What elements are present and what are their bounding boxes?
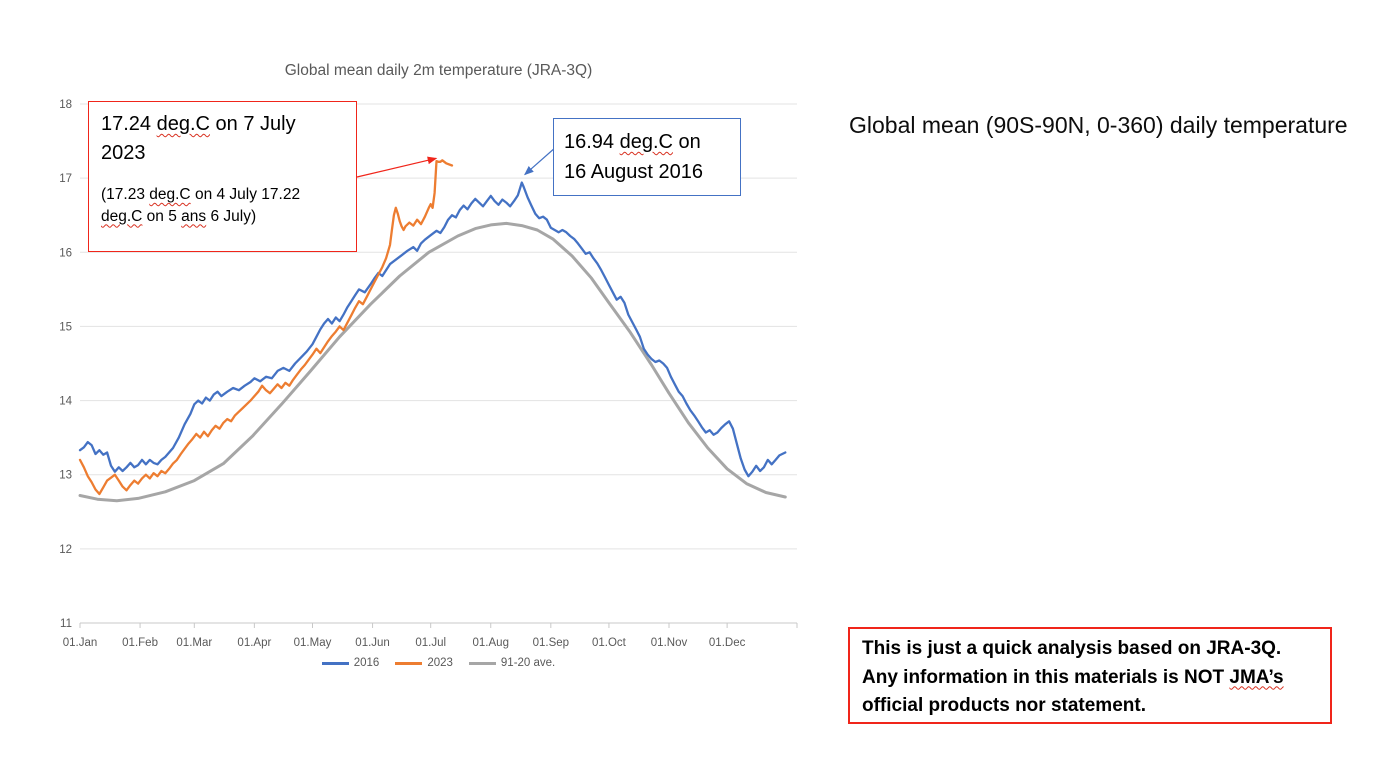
chart-legend: 2016 2023 91-20 ave. — [80, 657, 797, 669]
text-run: 2023 — [101, 142, 146, 164]
y-tick-label: 12 — [59, 544, 72, 556]
legend-label-2016: 2016 — [353, 657, 380, 669]
disclaimer-line3: official products nor statement. — [862, 692, 1318, 721]
legend-label-ave: 91-20 ave. — [500, 657, 556, 669]
x-tick-label: 01.Jan — [63, 637, 98, 649]
x-tick-label: 01.Oct — [592, 637, 627, 649]
annotation-2023-line1: 17.24 deg.C on 7 July — [101, 110, 344, 139]
chart-title: Global mean daily 2m temperature (JRA-3Q… — [284, 62, 593, 79]
legend-label-2023: 2023 — [427, 657, 453, 669]
legend-swatch-2016 — [321, 661, 349, 665]
x-tick-label: 01.Jun — [355, 637, 390, 649]
x-tick-label: 01.Jul — [415, 637, 446, 649]
series-line-91-20-ave- — [78, 221, 787, 503]
x-tick-label: 01.Nov — [651, 637, 688, 649]
text-run: on 4 July 17.22 — [190, 186, 301, 203]
y-tick-label: 18 — [59, 99, 72, 111]
x-tick-label: 01.Sep — [533, 637, 569, 649]
annotation-2023-peak-box: 17.24 deg.C on 7 July 2023 (17.23 deg.C … — [88, 101, 357, 252]
annotation-2016-line2: 16 August 2016 — [564, 157, 730, 187]
legend-swatch-2023 — [395, 661, 423, 665]
blue-arrow — [524, 146, 557, 176]
y-tick-label: 11 — [60, 618, 72, 630]
legend-item-2023: 2023 — [395, 657, 453, 669]
text-run: 16 August 2016 — [564, 161, 704, 183]
legend-item-ave: 91-20 ave. — [468, 657, 556, 669]
text-run: JMA’s — [1229, 666, 1284, 688]
text-run: on 5 — [142, 207, 182, 225]
text-run: 6 July) — [206, 207, 257, 225]
legend-item-2016: 2016 — [321, 657, 380, 669]
x-tick-label: 01.Aug — [473, 637, 509, 649]
series-line-2016 — [78, 181, 787, 478]
y-tick-label: 16 — [59, 247, 72, 259]
disclaimer-line1: This is just a quick analysis based on J… — [862, 635, 1318, 664]
slide-title: Global mean (90S-90N, 0-360) daily tempe… — [849, 112, 1348, 138]
text-run: on 7 July — [209, 113, 296, 135]
y-tick-label: 14 — [59, 396, 72, 408]
annotation-2023-subline1: (17.23 deg.C on 4 July 17.22 — [101, 184, 344, 206]
text-run: deg.C — [101, 207, 143, 225]
text-run: (17.23 — [101, 186, 150, 203]
disclaimer-box: This is just a quick analysis based on J… — [848, 627, 1332, 724]
spacer — [101, 168, 344, 184]
y-tick-label: 17 — [59, 173, 72, 185]
annotation-2023-subline2: deg.C on 5 ans 6 July) — [101, 206, 344, 228]
series-line-2023 — [78, 159, 454, 496]
text-run: deg.C — [156, 113, 210, 135]
x-tick-label: 01.May — [294, 637, 332, 649]
text-run: Any information in this materials is NOT — [862, 666, 1230, 688]
text-run: This is just a quick analysis based on J… — [862, 638, 1282, 659]
x-tick-label: 01.Mar — [176, 637, 212, 649]
x-tick-label: 01.Dec — [709, 637, 746, 649]
legend-swatch-ave — [468, 661, 496, 665]
annotation-2023-line2: 2023 — [101, 139, 344, 168]
annotation-2016-line1: 16.94 deg.C on — [564, 127, 730, 157]
disclaimer-line2: Any information in this materials is NOT… — [862, 664, 1318, 693]
text-run: ans — [181, 207, 207, 225]
text-run: 17.24 — [101, 113, 157, 135]
red-arrow — [356, 156, 438, 178]
text-run: official products nor statement. — [862, 695, 1146, 716]
x-tick-label: 01.Feb — [122, 637, 158, 649]
y-tick-label: 13 — [59, 470, 72, 482]
x-tick-label: 01.Apr — [237, 637, 271, 649]
text-run: deg.C — [619, 131, 673, 153]
text-run: 16.94 — [564, 131, 620, 153]
annotation-2016-peak-box: 16.94 deg.C on 16 August 2016 — [553, 118, 741, 196]
y-tick-label: 15 — [59, 321, 72, 333]
text-run: deg.C — [149, 186, 191, 203]
text-run: on — [672, 131, 701, 153]
